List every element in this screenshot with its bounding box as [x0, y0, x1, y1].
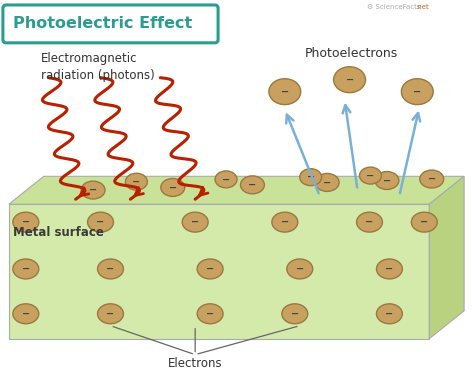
Ellipse shape	[13, 259, 39, 279]
Text: ⚙ ScienceFacts: ⚙ ScienceFacts	[367, 4, 421, 10]
Ellipse shape	[375, 172, 399, 189]
Text: −: −	[413, 87, 421, 97]
Ellipse shape	[282, 304, 308, 324]
Text: −: −	[323, 178, 331, 188]
Ellipse shape	[215, 171, 237, 188]
Ellipse shape	[81, 181, 105, 199]
Ellipse shape	[356, 212, 383, 232]
Text: −: −	[191, 217, 199, 227]
Text: −: −	[206, 264, 214, 274]
Text: −: −	[206, 309, 214, 319]
Text: −: −	[385, 264, 393, 274]
Text: −: −	[169, 182, 177, 192]
Text: −: −	[428, 174, 436, 184]
Text: −: −	[296, 264, 304, 274]
Ellipse shape	[411, 212, 437, 232]
Text: −: −	[89, 185, 97, 195]
Text: −: −	[97, 217, 105, 227]
Text: Metal surface: Metal surface	[13, 226, 104, 239]
Ellipse shape	[88, 212, 113, 232]
Ellipse shape	[197, 259, 223, 279]
Text: −: −	[22, 309, 30, 319]
Text: −: −	[366, 170, 374, 181]
Ellipse shape	[300, 169, 322, 186]
Text: −: −	[365, 217, 374, 227]
Text: −: −	[385, 309, 393, 319]
Text: −: −	[22, 217, 30, 227]
Ellipse shape	[240, 176, 264, 194]
Text: −: −	[132, 177, 140, 187]
Ellipse shape	[126, 173, 147, 190]
Ellipse shape	[401, 79, 433, 104]
Polygon shape	[9, 176, 464, 204]
Ellipse shape	[161, 179, 185, 197]
Ellipse shape	[315, 173, 339, 191]
Ellipse shape	[13, 304, 39, 324]
Ellipse shape	[272, 212, 298, 232]
Ellipse shape	[376, 304, 402, 324]
Text: Electrons: Electrons	[168, 357, 222, 370]
Text: −: −	[107, 309, 115, 319]
Text: −: −	[222, 174, 230, 184]
Text: −: −	[383, 175, 391, 185]
Ellipse shape	[287, 259, 313, 279]
Ellipse shape	[420, 170, 444, 188]
Ellipse shape	[197, 304, 223, 324]
Polygon shape	[9, 204, 429, 339]
Text: Electromagnetic
radiation (photons): Electromagnetic radiation (photons)	[41, 52, 155, 82]
Text: Photoelectrons: Photoelectrons	[305, 47, 398, 60]
Text: −: −	[281, 217, 289, 227]
Ellipse shape	[376, 259, 402, 279]
Ellipse shape	[13, 212, 39, 232]
Text: .net: .net	[415, 4, 429, 10]
Ellipse shape	[182, 212, 208, 232]
FancyBboxPatch shape	[3, 5, 218, 43]
Text: −: −	[107, 264, 115, 274]
Polygon shape	[429, 176, 464, 339]
Text: −: −	[248, 180, 256, 190]
Text: −: −	[346, 75, 354, 85]
Text: −: −	[291, 309, 299, 319]
Text: −: −	[22, 264, 30, 274]
Text: −: −	[307, 172, 315, 182]
Ellipse shape	[98, 304, 123, 324]
Text: −: −	[420, 217, 428, 227]
Ellipse shape	[359, 167, 382, 184]
Text: Photoelectric Effect: Photoelectric Effect	[13, 16, 192, 31]
Ellipse shape	[98, 259, 123, 279]
Text: −: −	[281, 87, 289, 97]
Ellipse shape	[334, 67, 365, 93]
Ellipse shape	[269, 79, 301, 104]
